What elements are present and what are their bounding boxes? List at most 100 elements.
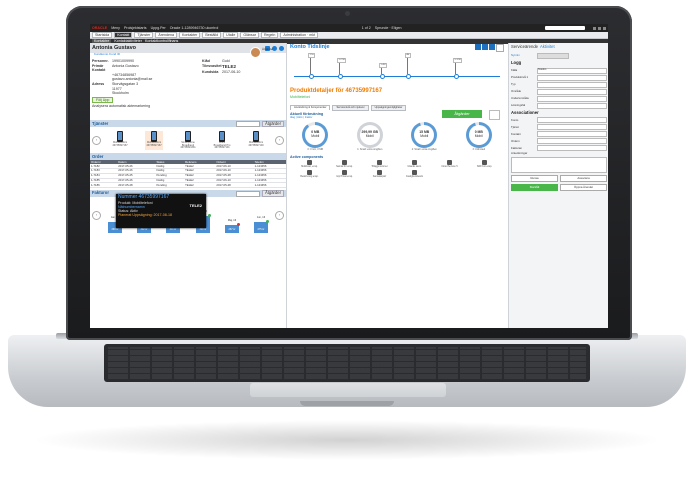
table-row[interactable]: 1-7185 2017-05-26 Färdig TELE2 2017-06-10 1-1…: [90, 178, 286, 184]
customer-column: Antonia Gustavo Kundkonto Kund ID Åtgärd…: [90, 43, 287, 328]
tab-7[interactable]: Glänsar: [240, 32, 259, 38]
form-row: Fakturan: [509, 145, 608, 152]
product-subtab[interactable]: Uppsägningsmöjligheter: [370, 105, 407, 112]
notes-textarea[interactable]: [511, 156, 607, 173]
column-header[interactable]: Status: [155, 160, 185, 165]
service-card[interactable]: Smartphone Broadband 46735993331: [179, 130, 197, 151]
form-field[interactable]: Telefon: [537, 67, 607, 74]
usage-donut[interactable]: 299,99 GB Mobil 1: Small: extra omgiften: [355, 122, 385, 152]
service-card[interactable]: Mobiltelefoni 46735997167: [111, 130, 129, 151]
table-row[interactable]: 1-7183 2017-05-26 Färdig TELE2 2017-06-10 1-1…: [90, 168, 286, 174]
menu-button[interactable]: Meny: [111, 25, 120, 30]
form-field[interactable]: [537, 74, 607, 81]
pager[interactable]: 1 of 2: [361, 25, 371, 30]
form-field[interactable]: [537, 88, 607, 95]
form-field[interactable]: [537, 145, 607, 152]
form-field[interactable]: [537, 138, 607, 145]
component-item[interactable]: Mobilsvar, ensp.: [292, 160, 327, 168]
tab-0[interactable]: Startsida: [92, 32, 113, 38]
form-field[interactable]: [537, 117, 607, 124]
subnav-2[interactable]: Kontaktkontrollfinans: [144, 39, 179, 44]
column-header[interactable]: Telefon: [253, 160, 286, 165]
services-actions-button[interactable]: Åtgärder: [261, 120, 284, 128]
component-item[interactable]: Grp Privat ensp.: [327, 170, 362, 178]
calendar-icon[interactable]: [489, 43, 495, 50]
nav-link-2[interactable]: Uppg.Per: [150, 25, 166, 30]
tab-1[interactable]: Kontakt: [114, 32, 133, 38]
subnav-0[interactable]: Kontaktre: [92, 39, 112, 44]
thumbs-up-icon[interactable]: [279, 45, 284, 51]
tab-8[interactable]: Regeln: [260, 32, 279, 38]
table-row[interactable]: 1-7184 2017-05-25 Pending TELE2 2017-05-28 1-…: [90, 173, 286, 179]
component-item[interactable]: Cloud Service 5: [432, 160, 467, 168]
component-item[interactable]: Samtalsspärr: [362, 170, 397, 178]
invoice-bar[interactable]: [254, 222, 268, 234]
window-controls[interactable]: [593, 26, 606, 30]
chevron-left-icon[interactable]: ‹: [92, 135, 101, 145]
form-field[interactable]: [537, 131, 607, 138]
customer-action[interactable]: Åtgärder: [262, 47, 274, 52]
expand-icon[interactable]: [475, 43, 481, 50]
services-filter[interactable]: [235, 120, 260, 127]
timeline-point[interactable]: [379, 74, 385, 79]
invoices-filter[interactable]: [235, 190, 260, 197]
tab-5[interactable]: Beställd: [202, 32, 222, 38]
tab-4[interactable]: Kontakter: [178, 32, 201, 38]
bell-icon[interactable]: [489, 110, 500, 120]
save-button[interactable]: Klart/ålt: [511, 183, 558, 191]
column-header[interactable]: Datum: [117, 160, 156, 165]
form-field[interactable]: [537, 95, 607, 102]
invoice-bar[interactable]: [225, 225, 239, 234]
reset-button[interactable]: Rensa: [511, 174, 558, 182]
column-header[interactable]: Ordernr: [90, 160, 118, 165]
timeline-point[interactable]: [405, 74, 411, 79]
search-input[interactable]: [545, 26, 585, 30]
component-item[interactable]: Utlands samt.: [397, 160, 432, 168]
activity-link[interactable]: Aktivitet: [540, 44, 555, 49]
chevron-right-icon[interactable]: ›: [275, 135, 284, 145]
usage-donut[interactable]: 0 MB Mobil 0: 0 min, 0 MB: [300, 122, 330, 152]
menu-icon[interactable]: [496, 43, 504, 52]
table-row[interactable]: 1-7182 2017-05-26 Färdig TELE2 2017-06-10 1-1…: [90, 164, 286, 170]
subnav-1[interactable]: Kontaktaktiviteter: [114, 39, 142, 44]
timeline-point[interactable]: [453, 74, 459, 79]
component-item[interactable]: SIM Kort ensp.: [467, 160, 502, 168]
component-item[interactable]: Tilläggsnummer: [362, 160, 397, 168]
chevron-right-icon[interactable]: ›: [275, 211, 284, 221]
service-card[interactable]: Mobiltelefoni 46735997167: [145, 130, 163, 151]
invoice-bar[interactable]: [108, 222, 122, 234]
usage-donut[interactable]: 0 MB Mobil 3: Unlimited: [464, 122, 494, 152]
timeline-point[interactable]: [308, 74, 314, 79]
product-actions-button[interactable]: Åtgärder: [442, 110, 482, 118]
followup-button[interactable]: Följ Upp: [92, 96, 114, 103]
invoices-actions-button[interactable]: Åtgärder: [261, 190, 284, 198]
chevron-left-icon[interactable]: ‹: [92, 211, 101, 221]
home-icon[interactable]: [265, 45, 270, 51]
check-icon[interactable]: [272, 45, 277, 51]
tab-3[interactable]: Ärendena: [155, 32, 177, 38]
tab-9[interactable]: Administration · mkt: [280, 32, 319, 38]
filter-icon[interactable]: [482, 43, 488, 50]
column-header[interactable]: Referens: [184, 160, 216, 165]
service-card[interactable]: Mobil Broadband Pro 46735997101: [213, 130, 231, 151]
timeline-point[interactable]: [337, 74, 343, 79]
form-field[interactable]: [537, 124, 607, 131]
tab-2[interactable]: Tjänster: [134, 32, 154, 38]
table-row[interactable]: 1-7186 2017-05-28 Pending TELE2 2017-05-28 1-…: [90, 182, 286, 189]
component-item[interactable]: Beskrivning ensp.: [292, 170, 327, 178]
product-subtab[interactable]: Användning & Komponenter: [290, 105, 331, 111]
form-field[interactable]: [537, 81, 607, 88]
usage-donut[interactable]: 15 MB Mobil 2: Small: extra omgiften: [409, 122, 439, 152]
service-card[interactable]: Mobiltelefoni 46735997100: [247, 130, 265, 151]
open-ticket-button[interactable]: Öppna Ärendet: [560, 183, 607, 191]
associate-button[interactable]: Associera: [560, 174, 607, 182]
column-header[interactable]: Ordernr: [215, 160, 254, 165]
component-item[interactable]: Samtal för ensp.: [327, 160, 362, 168]
form-field[interactable]: [537, 102, 607, 109]
usage-filter-links[interactable]: Idag | Aktiv | Inaktiv: [290, 116, 313, 120]
product-subtab[interactable]: Servicenivå och mjukver: [332, 105, 369, 112]
component-item[interactable]: Fastighetsbesök: [397, 170, 432, 178]
nav-link-1[interactable]: Prolsjektstarts: [123, 25, 147, 30]
status-field[interactable]: [537, 52, 569, 59]
tab-6[interactable]: Utalle: [223, 32, 239, 38]
